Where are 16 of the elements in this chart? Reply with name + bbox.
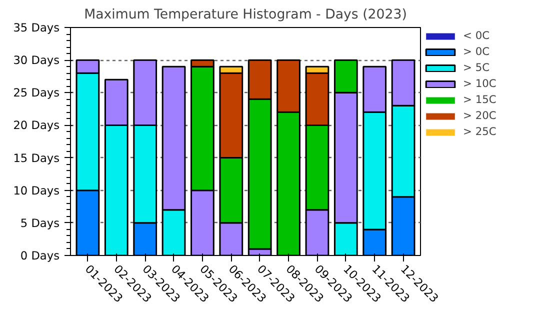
chart-title: Maximum Temperature Histogram - Days (2023) <box>84 8 407 22</box>
legend-label: < 0C <box>463 29 490 42</box>
y-tick-label: 0 Days <box>20 248 60 262</box>
y-tick-label: 15 Days <box>13 150 60 165</box>
legend-label: > 10C <box>463 77 496 90</box>
legend-label: > 15C <box>463 93 496 106</box>
legend-label: > 25C <box>463 125 496 138</box>
y-tick-label: 35 Days <box>13 20 60 34</box>
legend-label: > 5C <box>463 61 490 74</box>
y-tick-label: 25 Days <box>13 86 60 100</box>
y-tick-label: 20 Days <box>13 118 60 132</box>
y-tick-label: 10 Days <box>13 183 60 198</box>
legend-label: > 0C <box>463 45 490 58</box>
legend-label: > 20C <box>463 109 496 122</box>
y-tick-label: 5 Days <box>20 216 60 230</box>
y-tick-label: 30 Days <box>13 53 60 68</box>
